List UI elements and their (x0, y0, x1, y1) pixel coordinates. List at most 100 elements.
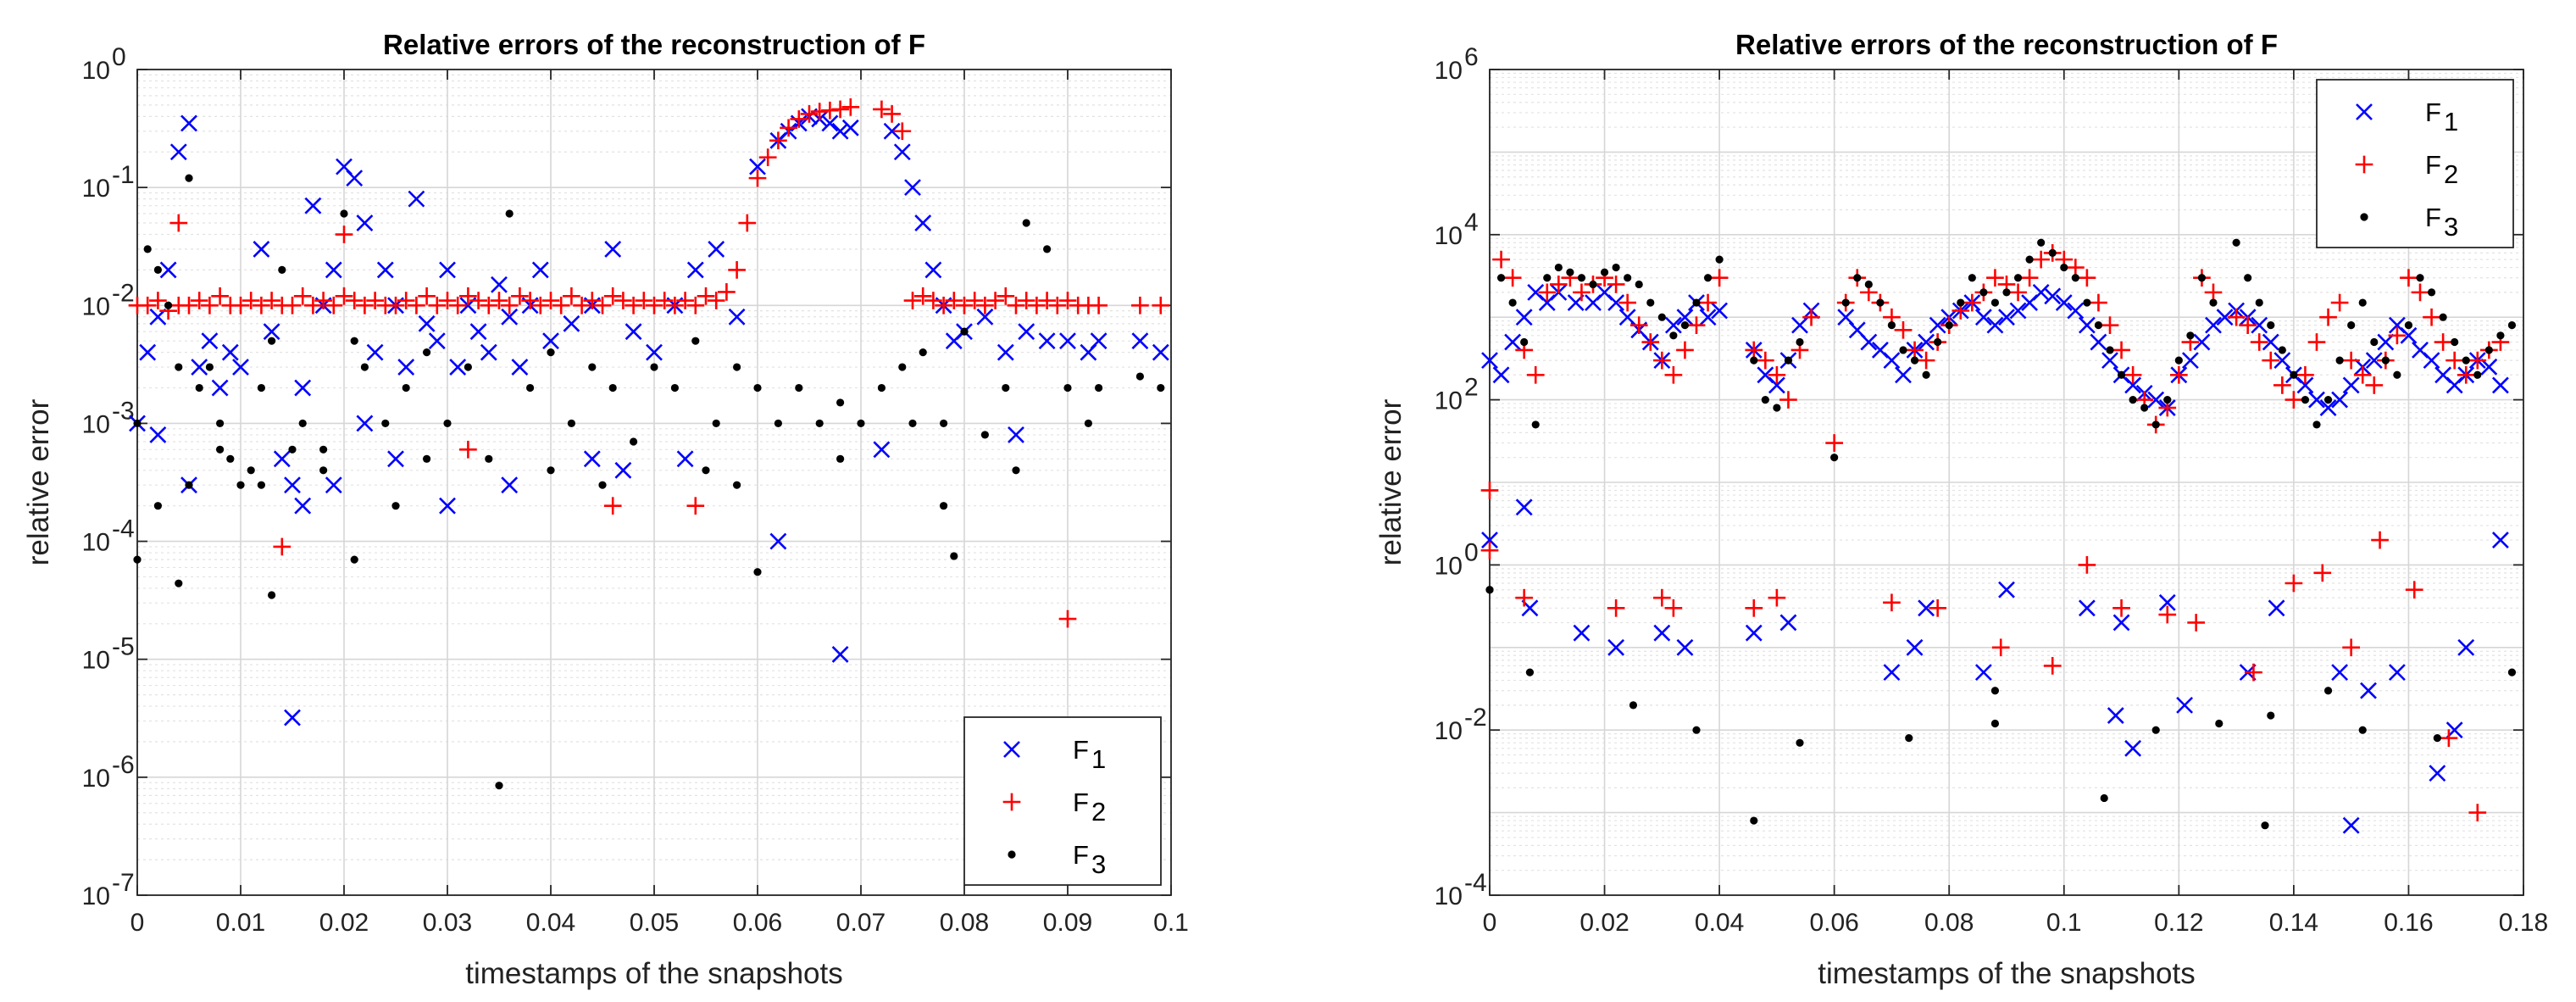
data-point-F1 (646, 343, 663, 361)
data-point-F3 (2106, 346, 2114, 354)
data-point-F1 (1090, 332, 1108, 350)
data-point-F2 (490, 292, 508, 309)
y-axis-label: relative error (1374, 398, 1407, 565)
data-point-F2 (356, 296, 374, 315)
data-point-F3 (753, 383, 762, 392)
marker-stroke (1090, 332, 1108, 350)
data-point-F1 (1768, 376, 1785, 394)
x-tick-label: 0.14 (2269, 909, 2318, 937)
data-point-F2 (1607, 276, 1625, 293)
data-point-F3 (547, 466, 555, 475)
legend-subscript: 3 (1091, 849, 1106, 879)
x-tick-label: 0.06 (733, 909, 782, 937)
y-tick-label: 10 -4 (82, 515, 135, 557)
marker-stroke (1573, 624, 1591, 642)
marker-stroke (2158, 593, 2176, 611)
data-point-F1 (428, 332, 446, 350)
data-point-F3 (1589, 280, 1597, 289)
data-point-F2 (666, 296, 684, 315)
data-point-F2 (1048, 296, 1067, 315)
x-tick-label: 0.08 (1924, 909, 1974, 937)
data-point-F1 (2423, 352, 2440, 370)
data-point-F3 (598, 481, 607, 489)
data-point-F2 (2457, 365, 2475, 384)
data-point-F3 (268, 591, 276, 599)
data-point-F1 (1018, 323, 1035, 341)
data-point-F3 (1887, 321, 1896, 330)
marker-stroke (2078, 316, 2096, 334)
data-point-F3 (2048, 248, 2057, 258)
data-point-F1 (2107, 707, 2124, 724)
data-point-F3 (2174, 356, 2183, 365)
marker-stroke (449, 359, 467, 376)
data-point-F1 (563, 315, 580, 332)
data-point-F1 (1929, 316, 1946, 334)
marker-stroke (1711, 302, 1729, 320)
marker-stroke (2331, 391, 2349, 409)
data-point-F2 (986, 292, 1004, 309)
data-point-F3 (2433, 734, 2441, 743)
data-point-F1 (376, 261, 394, 279)
marker-stroke (1871, 342, 1889, 359)
data-point-F3 (774, 419, 783, 428)
marker-stroke (273, 450, 291, 468)
x-tick-label: 0.1 (2046, 909, 2082, 937)
y-tick-base: 10 (82, 882, 110, 910)
y-tick-label: 10 0 (1435, 538, 1479, 580)
data-point-F3 (795, 383, 803, 392)
data-point-F2 (686, 296, 705, 315)
data-point-F2 (2043, 657, 2062, 675)
data-point-F1 (1664, 316, 1682, 334)
data-point-F2 (810, 103, 829, 120)
data-point-F2 (1549, 276, 1568, 293)
data-point-F1 (542, 332, 559, 350)
data-point-F1 (263, 323, 280, 341)
data-point-F3 (1922, 370, 1930, 379)
data-point-F3 (2301, 396, 2310, 404)
data-point-F3 (1680, 321, 1690, 330)
data-point-F2 (1906, 341, 1924, 359)
data-point-F1 (821, 114, 839, 132)
data-point-F2 (1894, 320, 1913, 339)
data-point-F3 (753, 568, 762, 576)
data-point-F2 (1526, 365, 1545, 384)
data-point-F1 (2331, 391, 2349, 409)
data-point-F2 (2124, 365, 2142, 384)
data-point-F1 (1883, 352, 1901, 370)
x-tick-label: 0.08 (940, 909, 989, 937)
data-point-F2 (1687, 316, 1706, 334)
data-point-F1 (304, 197, 322, 214)
data-point-F3 (2209, 298, 2218, 307)
data-point-F3 (1095, 383, 1103, 392)
data-point-F1 (2331, 664, 2349, 682)
data-point-F2 (138, 296, 157, 315)
data-point-F1 (1883, 664, 1901, 682)
data-point-F3 (195, 383, 203, 392)
data-point-F1 (883, 122, 901, 140)
data-point-F3 (391, 502, 400, 510)
data-point-F2 (263, 292, 280, 309)
y-tick-base: 10 (82, 57, 110, 85)
data-point-F3 (2290, 370, 2298, 379)
marker-stroke (883, 122, 901, 140)
data-point-F2 (345, 292, 364, 309)
data-point-F2 (603, 287, 622, 305)
data-point-F1 (325, 261, 342, 279)
data-point-F2 (563, 287, 580, 305)
y-tick-label: 10 -5 (82, 633, 135, 675)
marker-stroke (2107, 707, 2124, 724)
y-tick-exponent: 2 (1464, 374, 1479, 402)
data-point-F1 (501, 308, 519, 326)
marker-stroke (1481, 532, 1498, 548)
data-point-F3 (2129, 396, 2137, 404)
data-point-F3 (423, 348, 431, 357)
data-point-F2 (976, 296, 994, 315)
marker-stroke (356, 415, 374, 432)
data-point-F3 (1543, 274, 1552, 282)
data-point-F3 (1043, 245, 1052, 253)
legend-label: F (2425, 150, 2441, 180)
data-point-F3 (1784, 356, 1793, 365)
data-point-F1 (2112, 614, 2130, 632)
marker-stroke (2342, 376, 2360, 394)
marker-stroke (2360, 682, 2377, 699)
